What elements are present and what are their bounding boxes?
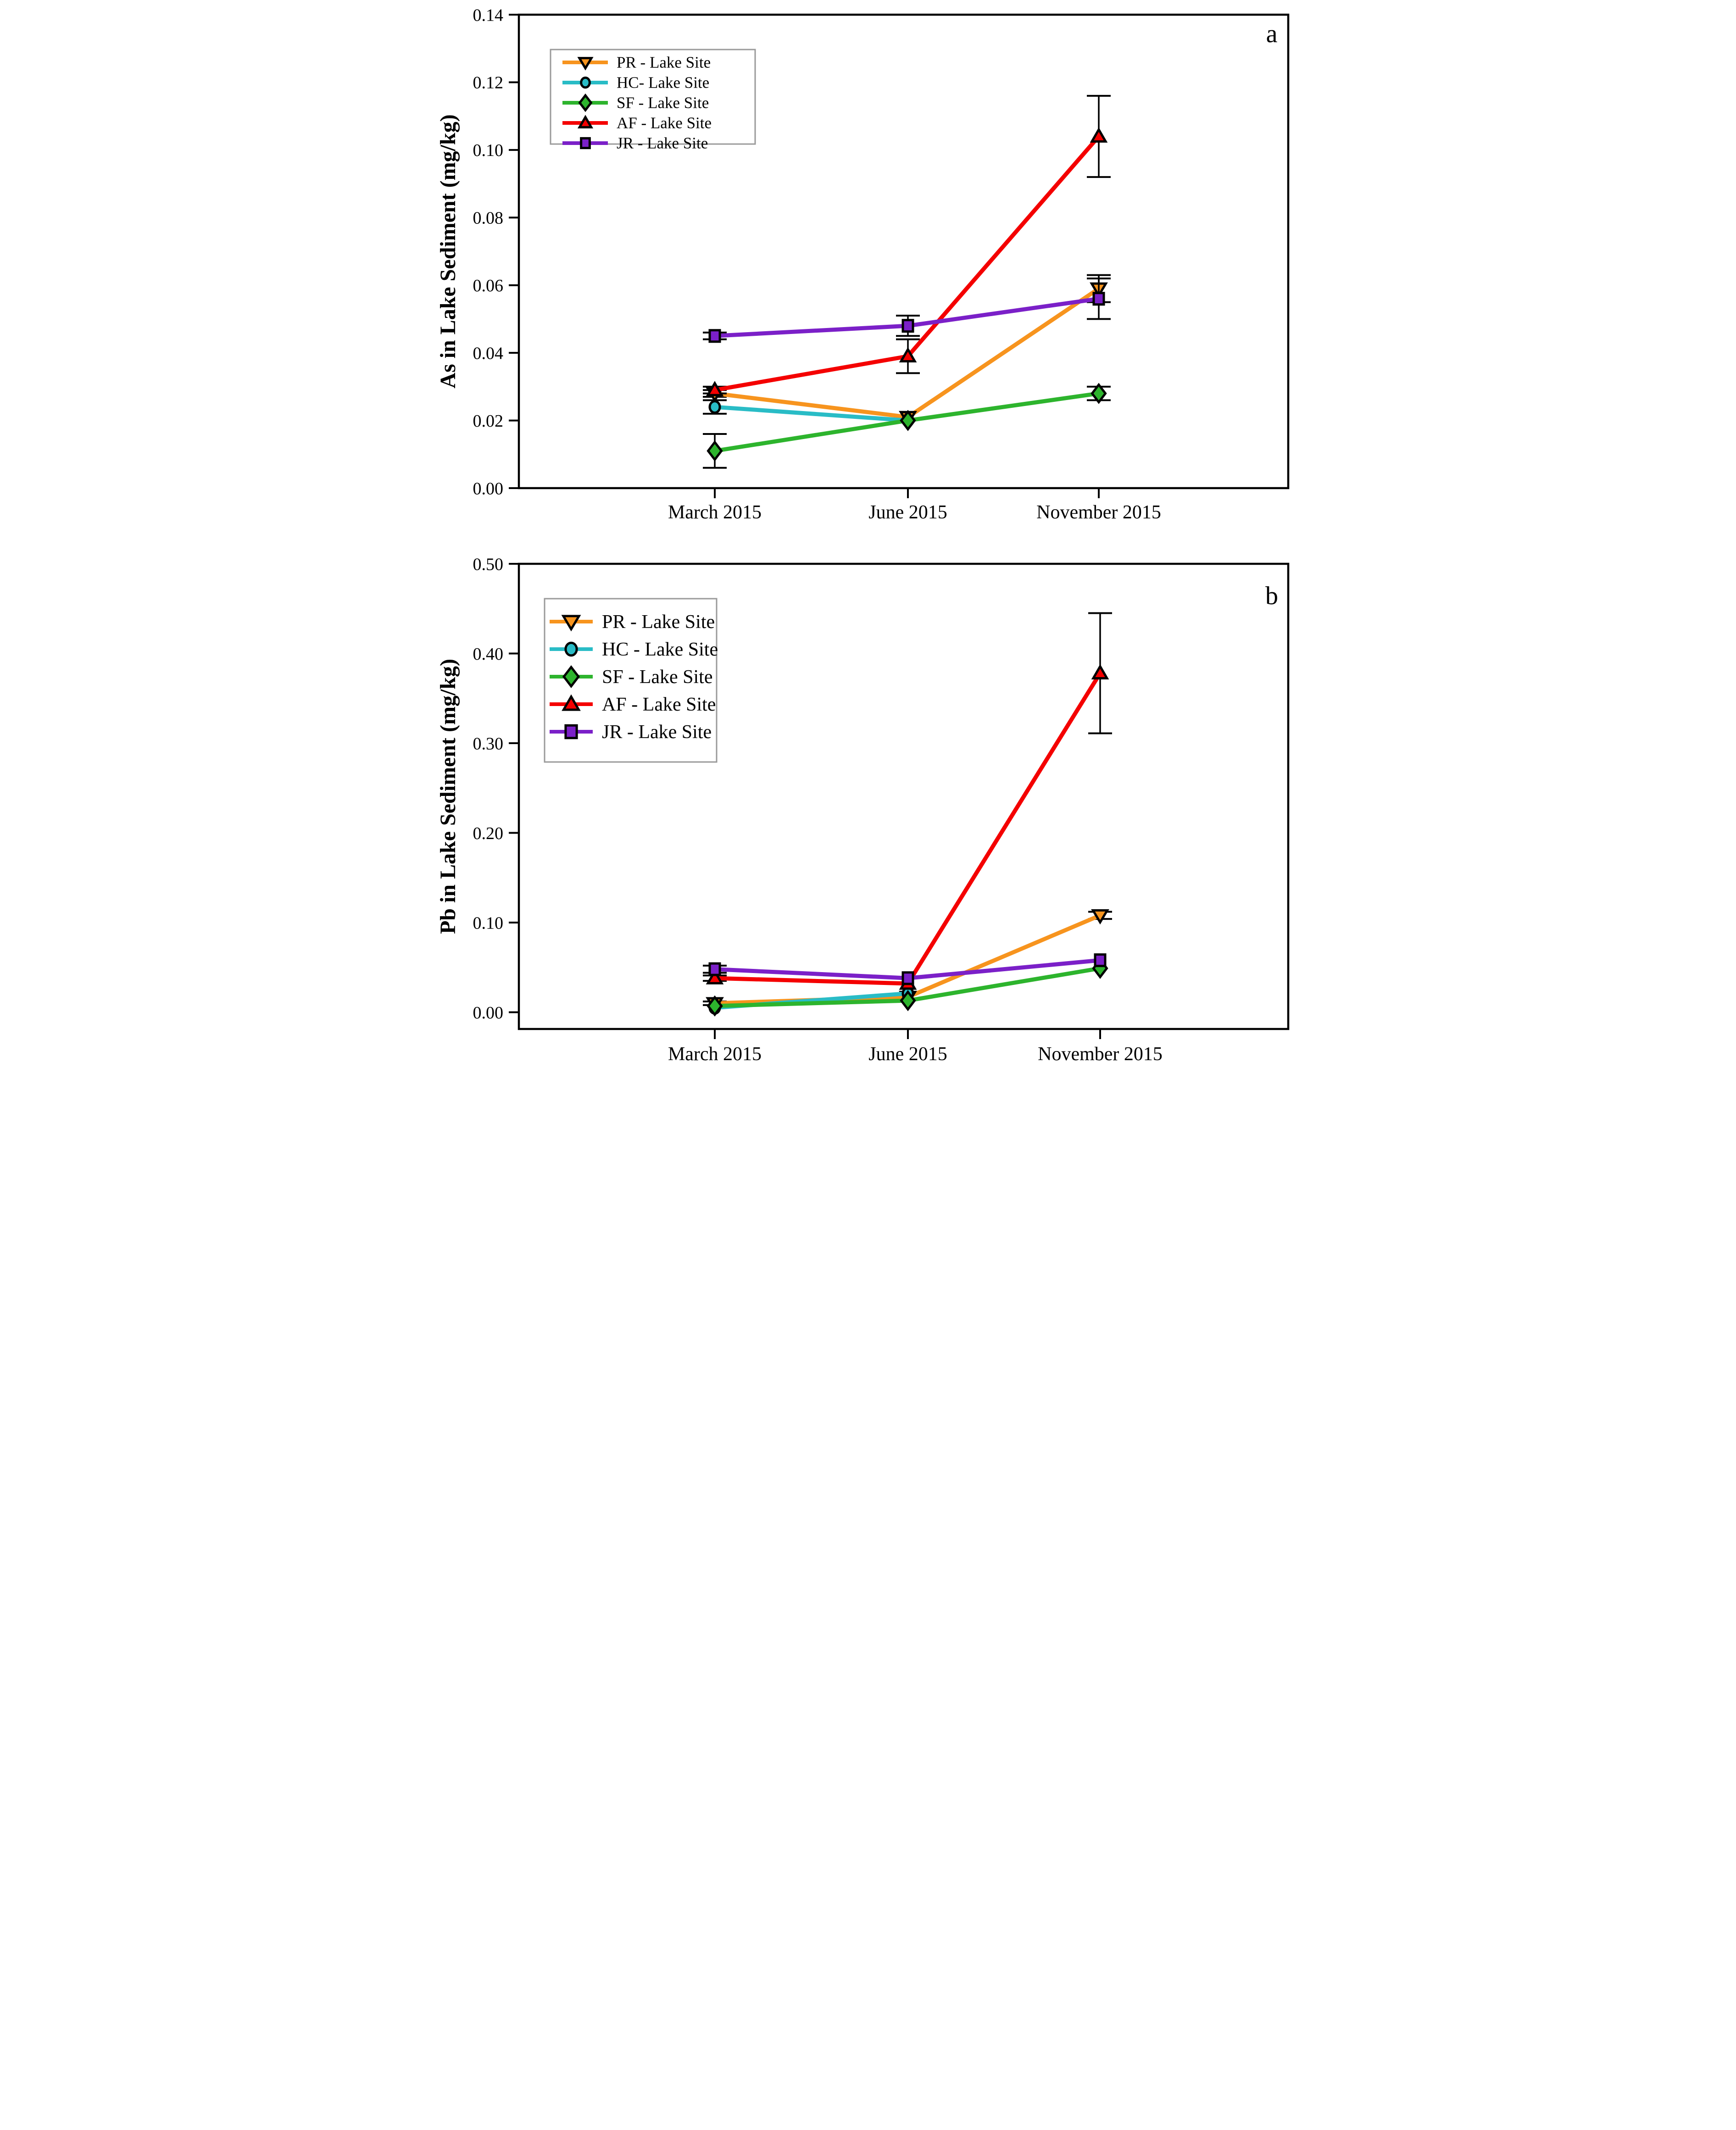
series-line-SF <box>714 998 908 1008</box>
legend-label-HC: HC- Lake Site <box>617 74 709 92</box>
y-tick-label: 0.00 <box>473 479 504 498</box>
data-point-JR-0 <box>708 962 721 976</box>
legend-label-AF: AF - Lake Site <box>602 694 716 715</box>
series-AF <box>703 612 1112 990</box>
legend-item-AF: AF - Lake Site <box>562 114 712 132</box>
legend-item-JR: JR - Lake Site <box>562 134 708 152</box>
series-line-JR <box>714 323 908 338</box>
y-tick-label: 0.20 <box>473 824 504 843</box>
legend-marker-triangle-up-icon <box>562 694 581 711</box>
legend-item-PR: PR - Lake Site <box>562 54 711 72</box>
data-point-JR-1 <box>901 971 914 985</box>
data-point-AF-2 <box>1090 127 1108 143</box>
y-axis-title: Pb in Lake Sediment (mg/kg) <box>436 659 460 934</box>
series-SF <box>703 383 1111 469</box>
x-tick-label-june-2015: June 2015 <box>868 502 947 523</box>
y-tick-label: 0.10 <box>473 913 504 933</box>
series-line-PR <box>714 391 908 419</box>
series-line-AF <box>714 354 908 392</box>
plot-frame <box>517 562 1290 1030</box>
data-point-SF-2 <box>1091 383 1107 404</box>
series-JR <box>703 277 1111 343</box>
legend-item-SF: SF - Lake Site <box>562 93 709 112</box>
legend-item-HC: HC - Lake Site <box>550 639 718 660</box>
series-line-AF <box>906 672 1102 985</box>
series-line-PR <box>907 913 1101 999</box>
data-point-HC-0 <box>708 400 721 414</box>
legend-label-JR: JR - Lake Site <box>617 134 708 152</box>
legend-marker-triangle-down-icon <box>577 57 594 71</box>
y-tick-label: 0.06 <box>473 276 504 295</box>
series-line-SF <box>907 966 1101 1003</box>
data-point-AF-0 <box>706 969 724 984</box>
x-tick-label-november-2015: November 2015 <box>1038 1044 1163 1065</box>
y-tick-label: 0.30 <box>473 734 504 753</box>
legend-item-PR: PR - Lake Site <box>550 612 715 633</box>
y-tick-label: 0.14 <box>473 6 504 25</box>
y-tick-label: 0.40 <box>473 645 504 664</box>
data-point-SF-0 <box>707 440 723 462</box>
y-tick-label: 0.02 <box>473 412 504 431</box>
series-AF <box>703 95 1111 396</box>
series-line-AF <box>714 976 908 986</box>
legend-marker-square-icon <box>580 137 591 150</box>
series-line-HC <box>714 405 908 423</box>
legend-label-SF: SF - Lake Site <box>617 94 709 112</box>
data-point-JR-2 <box>1094 953 1107 968</box>
series-line-JR <box>907 296 1099 328</box>
panel-letter-a: a <box>1266 20 1278 48</box>
y-tick-label: 0.00 <box>473 1003 504 1023</box>
legend-item-HC: HC- Lake Site <box>562 74 709 92</box>
panel-a-chart: 0.00 0.02 0.04 0.06 0.08 0.10 0.12 0.14 March 20… <box>436 6 1290 523</box>
legend-marker-diamond-icon <box>562 665 580 689</box>
panel-a-container: 0.00 0.02 0.04 0.06 0.08 0.10 0.12 0.14 March 20… <box>434 0 1302 534</box>
plot-frame <box>517 13 1290 489</box>
y-tick-label: 0.10 <box>473 141 504 160</box>
series-JR <box>703 953 1107 985</box>
y-tick-label: 0.12 <box>473 73 504 93</box>
legend-label-SF: SF - Lake Site <box>602 667 712 688</box>
data-point-SF-0 <box>707 995 723 1017</box>
data-point-PR-2 <box>1091 909 1109 925</box>
legend-label-AF: AF - Lake Site <box>617 114 712 132</box>
series-line-JR <box>907 958 1101 980</box>
series-line-PR <box>907 287 1100 419</box>
data-point-JR-2 <box>1092 292 1105 306</box>
two-panel-line-chart-figure: 0.00 0.02 0.04 0.06 0.08 0.10 0.12 0.14 March 20… <box>434 0 1302 1069</box>
x-tick-label-november-2015: November 2015 <box>1036 502 1161 523</box>
panel-b-container: 0.00 0.10 0.20 0.30 0.40 0.50 March 2015 June 2… <box>434 534 1302 1069</box>
legend-item-AF: AF - Lake Site <box>550 694 716 715</box>
legend-label-HC: HC - Lake Site <box>602 639 718 660</box>
data-point-AF-1 <box>899 347 917 363</box>
y-axis-title: As in Lake Sediment (mg/kg) <box>436 114 460 388</box>
legend-marker-diamond-icon <box>578 93 593 112</box>
legend-marker-square-icon <box>564 724 578 740</box>
y-tick-label: 0.50 <box>473 555 504 574</box>
legend-label-JR: JR - Lake Site <box>602 722 712 743</box>
panel-letter-b: b <box>1265 582 1278 610</box>
panel-b-chart: 0.00 0.10 0.20 0.30 0.40 0.50 March 2015 June 2… <box>436 555 1290 1065</box>
x-tick-label-march-2015: March 2015 <box>668 1044 762 1065</box>
x-tick-label-march-2015: March 2015 <box>668 502 762 523</box>
y-tick-label: 0.08 <box>473 209 504 228</box>
data-point-JR-0 <box>708 329 721 343</box>
data-point-SF-1 <box>900 990 916 1012</box>
data-point-AF-0 <box>706 381 724 396</box>
x-tick-label-june-2015: June 2015 <box>868 1044 947 1065</box>
legend-label-PR: PR - Lake Site <box>602 612 715 633</box>
data-point-SF-1 <box>900 410 916 431</box>
legend-item-SF: SF - Lake Site <box>550 665 712 689</box>
legend-marker-triangle-down-icon <box>561 615 581 632</box>
legend-item-JR: JR - Lake Site <box>550 722 712 743</box>
legend-label-PR: PR - Lake Site <box>617 54 711 72</box>
series-line-JR <box>714 967 908 980</box>
series-line-SF <box>907 391 1099 423</box>
legend-marker-triangle-up-icon <box>577 115 594 128</box>
legend-marker-circle-icon <box>580 76 591 89</box>
y-tick-label: 0.04 <box>473 344 504 363</box>
legend-marker-circle-icon <box>564 641 578 657</box>
data-point-JR-1 <box>901 319 914 333</box>
series-line-SF <box>714 418 908 453</box>
data-point-AF-2 <box>1091 664 1109 680</box>
